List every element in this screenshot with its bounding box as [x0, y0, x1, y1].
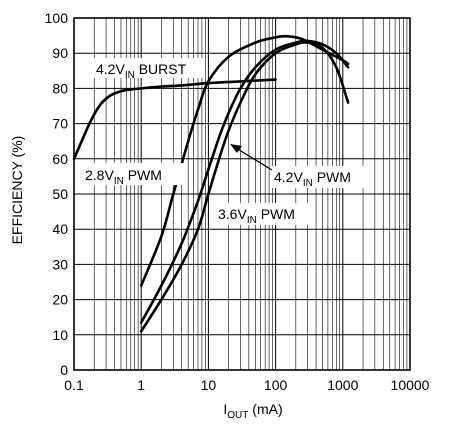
label-3v6-pwm: 3.6VIN PWM	[218, 206, 295, 226]
x-tick-label: 100	[264, 377, 288, 393]
y-tick-label: 10	[52, 327, 68, 343]
x-axis-title-sub: OUT	[227, 410, 248, 421]
label-2v8-pwm: 2.8VIN PWM	[85, 167, 162, 187]
label-4v2-pwm-pre: 4.2V	[274, 169, 303, 185]
y-tick-label: 90	[52, 45, 68, 61]
curve-2v8-pwm	[139, 34, 350, 287]
curve-3v6-pwm	[139, 39, 350, 324]
annotations: 4.2VIN BURST 2.8VIN PWM 4.2VIN PWM 3.6VI…	[81, 58, 368, 226]
x-axis-title-main: I	[223, 401, 227, 417]
x-axis-title: IOUT (mA)	[223, 401, 282, 421]
curves	[72, 34, 350, 333]
y-tick-label: 30	[52, 256, 68, 272]
label-4v2-pwm: 4.2VIN PWM	[274, 169, 351, 189]
plot-frame	[73, 17, 411, 371]
y-tick-label: 20	[52, 292, 68, 308]
y-tick-label: 0	[60, 362, 68, 378]
y-tick-label: 50	[52, 186, 68, 202]
label-4v2-pwm-post: PWM	[313, 169, 351, 185]
label-3v6-pwm-post: PWM	[257, 206, 295, 222]
label-2v8-pwm-post: PWM	[124, 167, 162, 183]
y-tick-label: 100	[45, 10, 69, 26]
x-tick-label: 1000	[327, 377, 358, 393]
label-4v2-pwm-arrowhead	[230, 144, 242, 153]
y-tick-label: 40	[52, 221, 68, 237]
label-3v6-pwm-pre: 3.6V	[218, 206, 247, 222]
x-tick-label: 10000	[391, 377, 430, 393]
x-axis-title-rest: (mA)	[248, 401, 282, 417]
x-tick-label: 0.1	[64, 377, 84, 393]
tick-labels: 0.1 1 10 100 1000 10000 0 10 20 30 40 50 60 70 80 90 100	[45, 10, 430, 393]
label-3v6-pwm-sub: IN	[247, 215, 257, 226]
y-tick-label: 80	[52, 80, 68, 96]
x-tick-label: 1	[137, 377, 145, 393]
label-4v2-pwm-leader	[235, 147, 273, 171]
y-tick-label: 60	[52, 151, 68, 167]
label-4v2-burst-sub: IN	[125, 70, 135, 81]
label-2v8-pwm-sub: IN	[114, 176, 124, 187]
curve-4v2-pwm	[139, 41, 350, 333]
label-4v2-burst-post: BURST	[135, 61, 187, 77]
label-4v2-burst-pre: 4.2V	[96, 61, 125, 77]
y-tick-label: 70	[52, 116, 68, 132]
label-2v8-pwm-pre: 2.8V	[85, 167, 114, 183]
x-tick-label: 10	[201, 377, 217, 393]
y-axis-title: EFFICIENCY (%)	[9, 136, 25, 245]
label-4v2-burst: 4.2VIN BURST	[96, 61, 187, 81]
label-4v2-pwm-sub: IN	[303, 178, 313, 189]
